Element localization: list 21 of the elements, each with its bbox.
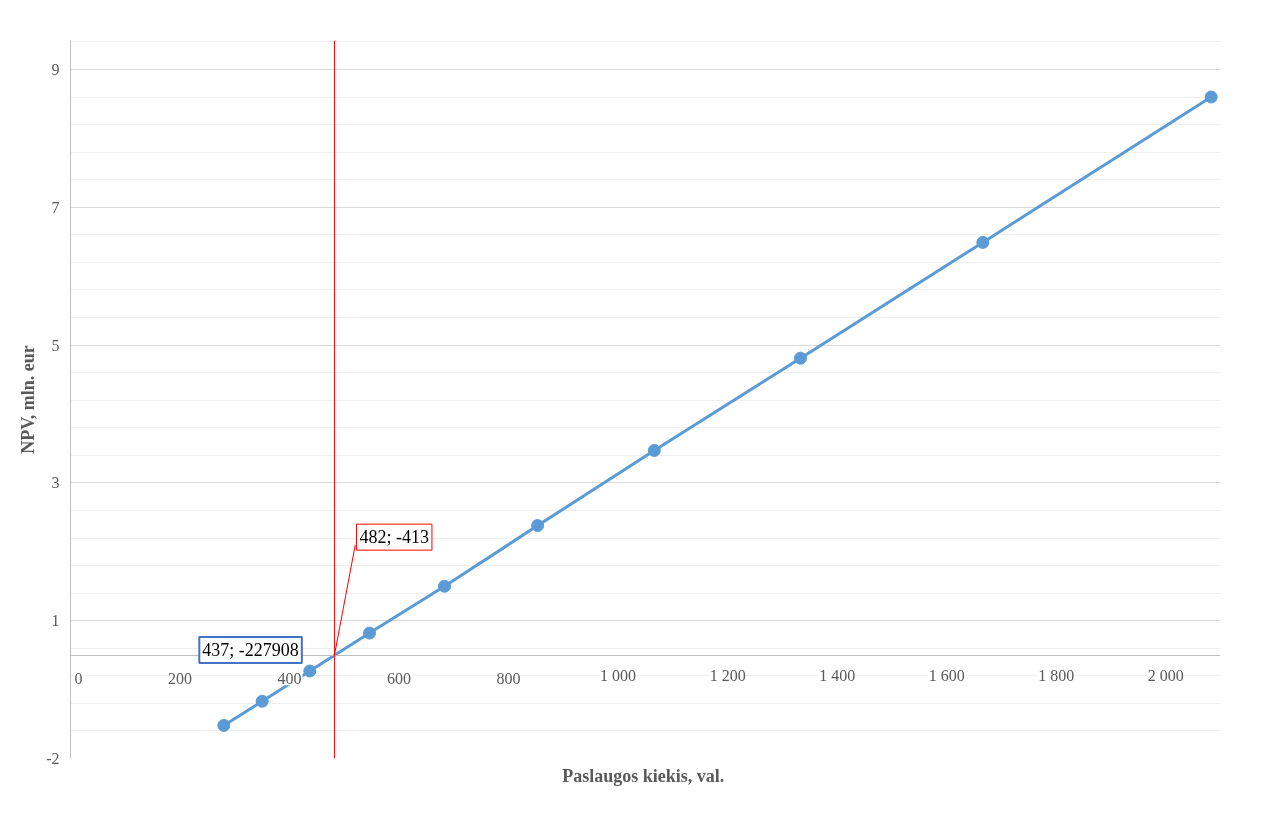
x-tick-label: 200 (168, 670, 193, 688)
x-axis-title: Paslaugos kiekis, val. (562, 765, 725, 786)
x-tick-label: 800 (496, 670, 521, 688)
x-tick-label: 2 000 (1147, 667, 1184, 685)
y-tick-label: -2 (46, 750, 60, 767)
y-tick-label: 9 (51, 60, 60, 78)
x-tick-label: 1 600 (928, 667, 965, 685)
x-tick-label: 600 (387, 670, 412, 688)
y-tick-label: 7 (51, 198, 60, 216)
x-tick-label: 1 000 (600, 667, 637, 685)
x-tick-label: 1 800 (1038, 667, 1075, 685)
y-tick-label: 1 (51, 612, 60, 630)
x-tick-label: 1 400 (819, 667, 856, 685)
y-tick-label: 5 (51, 336, 60, 354)
x-tick-label: 400 (277, 670, 302, 688)
y-tick-label: 3 (51, 474, 60, 492)
x-tick-label: 0 (74, 670, 83, 688)
ref-line-label: 482; -413 (359, 527, 429, 548)
annotation: 437; -227908 (202, 639, 299, 660)
x-tick-label: 1 200 (709, 667, 746, 685)
y-axis-title: NPV, mln. eur (18, 345, 39, 454)
